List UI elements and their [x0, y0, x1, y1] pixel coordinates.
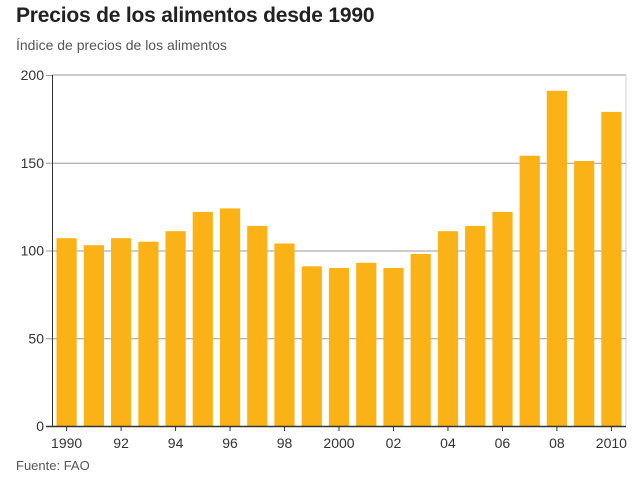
bar-2002 — [383, 268, 404, 426]
x-tick-label-2006: 06 — [495, 435, 511, 451]
y-tick-label-200: 200 — [21, 67, 45, 83]
bar-1996 — [220, 208, 241, 426]
y-axis-label: Índice de precios de los alimentos — [16, 37, 227, 53]
bar-2004 — [437, 231, 459, 426]
x-tick-label-1990: 1990 — [51, 435, 82, 451]
y-tick-label-150: 150 — [21, 155, 45, 171]
bar-2000 — [328, 268, 350, 426]
x-tick-label-2002: 02 — [386, 435, 402, 451]
chart-title: Precios de los alimentos desde 1990 — [16, 4, 375, 27]
bar-1995 — [192, 211, 213, 426]
bar-1991 — [83, 245, 104, 426]
bar-2003 — [410, 254, 431, 426]
x-tick-label-1998: 98 — [277, 435, 293, 451]
x-tick-label-1996: 96 — [222, 435, 238, 451]
bar-1994 — [165, 231, 186, 426]
bar-2005 — [465, 225, 486, 426]
bar-2009 — [574, 161, 595, 426]
x-tick-label-1994: 94 — [168, 435, 184, 451]
y-tick-labels: 0 50 100 150 200 — [21, 67, 45, 434]
bar-2006 — [492, 211, 513, 426]
bar-2008 — [546, 90, 567, 427]
bar-1992 — [111, 238, 132, 426]
x-tick-label-2008: 08 — [549, 435, 565, 451]
bar-2001 — [356, 262, 377, 426]
source-note: Fuente: FAO — [16, 458, 90, 473]
bar-1998 — [274, 243, 295, 426]
y-tick-label-0: 0 — [36, 418, 44, 434]
x-tick-label-2010: 2010 — [596, 435, 627, 451]
x-tick-label-2000: 2000 — [323, 435, 354, 451]
bar-1990 — [56, 238, 77, 426]
x-tick-label-1992: 92 — [113, 435, 129, 451]
bars — [56, 90, 622, 427]
bar-1997 — [247, 225, 268, 426]
bar-2007 — [519, 155, 540, 426]
x-tick-labels: 1990 92 94 96 98 2000 02 04 06 08 2010 — [51, 435, 627, 451]
bar-2010 — [601, 111, 622, 427]
bar-1999 — [301, 266, 322, 426]
y-tick-label-50: 50 — [28, 330, 44, 346]
x-tick-label-2004: 04 — [440, 435, 456, 451]
y-tick-label-100: 100 — [21, 243, 45, 259]
axes — [46, 75, 626, 431]
bar-1993 — [138, 241, 159, 426]
